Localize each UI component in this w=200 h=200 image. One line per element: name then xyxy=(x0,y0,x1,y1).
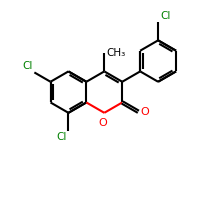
Text: O: O xyxy=(140,107,149,117)
Text: Cl: Cl xyxy=(22,61,32,71)
Text: Cl: Cl xyxy=(56,132,66,142)
Text: Cl: Cl xyxy=(160,11,170,21)
Text: O: O xyxy=(98,118,107,128)
Text: CH₃: CH₃ xyxy=(106,48,126,58)
